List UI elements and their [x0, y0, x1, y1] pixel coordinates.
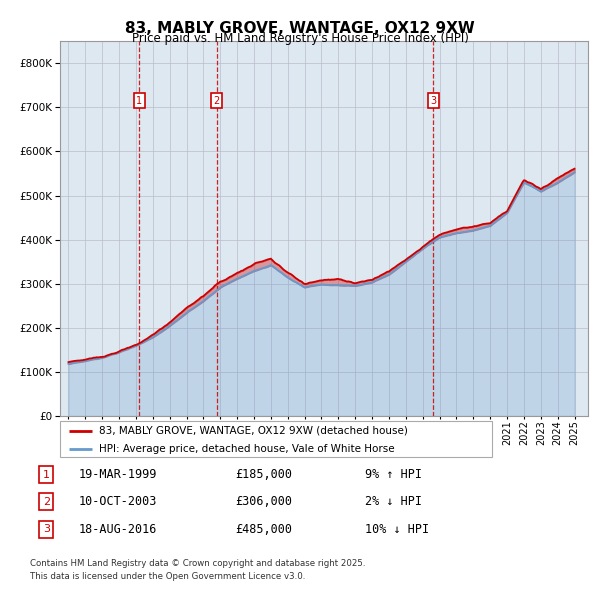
Text: 3: 3 [43, 525, 50, 535]
Text: 10% ↓ HPI: 10% ↓ HPI [365, 523, 429, 536]
Text: 19-MAR-1999: 19-MAR-1999 [79, 468, 157, 481]
Text: Contains HM Land Registry data © Crown copyright and database right 2025.: Contains HM Land Registry data © Crown c… [30, 559, 365, 568]
Text: £485,000: £485,000 [235, 523, 292, 536]
Text: 2: 2 [43, 497, 50, 507]
Text: £185,000: £185,000 [235, 468, 292, 481]
Text: 18-AUG-2016: 18-AUG-2016 [79, 523, 157, 536]
Text: 83, MABLY GROVE, WANTAGE, OX12 9XW (detached house): 83, MABLY GROVE, WANTAGE, OX12 9XW (deta… [99, 426, 408, 436]
Text: 83, MABLY GROVE, WANTAGE, OX12 9XW: 83, MABLY GROVE, WANTAGE, OX12 9XW [125, 21, 475, 35]
Text: 9% ↑ HPI: 9% ↑ HPI [365, 468, 422, 481]
Text: £306,000: £306,000 [235, 495, 292, 508]
Text: 1: 1 [136, 96, 143, 106]
Text: 2% ↓ HPI: 2% ↓ HPI [365, 495, 422, 508]
FancyBboxPatch shape [60, 421, 492, 457]
Text: 10-OCT-2003: 10-OCT-2003 [79, 495, 157, 508]
Text: 1: 1 [43, 470, 50, 480]
Text: HPI: Average price, detached house, Vale of White Horse: HPI: Average price, detached house, Vale… [99, 444, 395, 454]
Text: Price paid vs. HM Land Registry's House Price Index (HPI): Price paid vs. HM Land Registry's House … [131, 32, 469, 45]
Text: 3: 3 [430, 96, 436, 106]
Text: This data is licensed under the Open Government Licence v3.0.: This data is licensed under the Open Gov… [30, 572, 305, 581]
Text: 2: 2 [214, 96, 220, 106]
